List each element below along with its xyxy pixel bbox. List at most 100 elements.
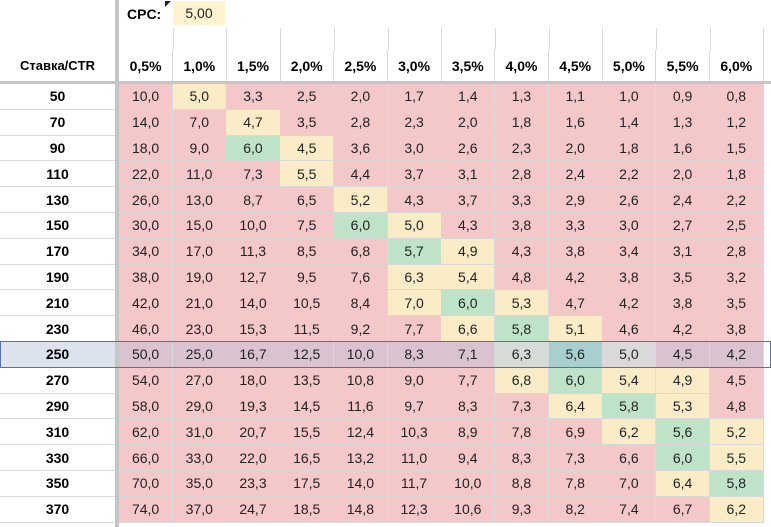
table-cell[interactable]: 6,0 [441, 290, 496, 317]
table-cell[interactable]: 1,8 [709, 161, 764, 188]
table-cell[interactable]: 4,3 [387, 187, 442, 213]
ctr-header-cell[interactable]: 0,5% [119, 50, 174, 82]
table-cell[interactable]: 2,5 [709, 213, 764, 239]
table-cell[interactable]: 3,4 [602, 238, 657, 265]
ctr-header-cell[interactable]: 4,0% [494, 50, 550, 82]
table-cell[interactable]: 15,3 [226, 316, 281, 342]
table-cell[interactable]: 7,5 [280, 213, 335, 239]
table-cell[interactable]: 8,7 [226, 187, 281, 213]
table-cell[interactable]: 5,4 [441, 264, 496, 291]
table-cell[interactable]: 4,2 [548, 264, 603, 291]
table-cell[interactable]: 14,5 [280, 393, 335, 420]
table-cell[interactable]: 5,3 [494, 290, 550, 317]
table-cell[interactable]: 2,0 [333, 84, 388, 110]
table-cell[interactable]: 3,8 [602, 264, 657, 291]
table-cell[interactable]: 6,8 [333, 238, 388, 265]
table-cell[interactable]: 3,0 [602, 213, 657, 239]
bid-row-label[interactable]: 330 [0, 445, 116, 471]
table-cell[interactable]: 10,5 [280, 290, 335, 317]
table-cell[interactable]: 3,3 [548, 213, 603, 239]
table-cell[interactable]: 54,0 [119, 367, 174, 394]
ctr-header-cell[interactable]: 2,0% [280, 50, 335, 82]
table-cell[interactable]: 5,0 [172, 84, 227, 110]
table-cell[interactable]: 5,6 [548, 342, 603, 368]
ctr-header-cell[interactable]: 5,0% [602, 50, 657, 82]
ctr-header-cell[interactable]: 2,5% [333, 50, 388, 82]
table-cell[interactable]: 8,8 [494, 471, 550, 497]
table-cell[interactable]: 10,3 [387, 419, 442, 446]
table-cell[interactable]: 4,9 [441, 238, 496, 265]
table-cell[interactable]: 8,3 [494, 445, 550, 471]
table-cell[interactable]: 6,6 [602, 445, 657, 471]
table-cell[interactable]: 10,0 [226, 213, 281, 239]
table-cell[interactable]: 8,4 [333, 290, 388, 317]
table-cell[interactable]: 4,3 [441, 213, 496, 239]
table-cell[interactable]: 4,7 [226, 109, 281, 136]
table-cell[interactable]: 4,9 [656, 367, 711, 394]
table-cell[interactable]: 2,0 [656, 161, 711, 188]
ctr-header-cell[interactable]: 5,5% [656, 50, 711, 82]
table-cell[interactable]: 4,8 [494, 264, 550, 291]
table-cell[interactable]: 4,2 [656, 316, 711, 342]
table-cell[interactable]: 17,5 [280, 471, 335, 497]
table-cell[interactable]: 3,1 [656, 238, 711, 265]
ctr-header-cell[interactable]: 3,5% [441, 50, 496, 82]
table-cell[interactable]: 1,6 [656, 135, 711, 162]
table-cell[interactable]: 15,0 [172, 213, 227, 239]
table-cell[interactable]: 9,5 [280, 264, 335, 291]
table-cell[interactable]: 0,9 [656, 84, 711, 110]
table-cell[interactable]: 2,8 [494, 161, 550, 188]
table-cell[interactable]: 4,5 [656, 342, 711, 368]
bid-row-label[interactable]: 130 [0, 187, 116, 213]
table-cell[interactable]: 10,0 [333, 342, 388, 368]
table-cell[interactable]: 25,0 [172, 342, 227, 368]
table-cell[interactable]: 7,1 [441, 342, 496, 368]
bid-row-label[interactable]: 270 [0, 367, 116, 394]
cpc-input-cell[interactable]: 5,00 [173, 1, 225, 25]
table-cell[interactable]: 5,4 [602, 367, 657, 394]
bid-row-label[interactable]: 190 [0, 264, 116, 291]
table-cell[interactable]: 5,1 [548, 316, 603, 342]
table-cell[interactable]: 10,6 [441, 496, 496, 523]
ctr-header-cell[interactable]: 1,5% [226, 50, 281, 82]
table-cell[interactable]: 22,0 [226, 445, 281, 471]
table-cell[interactable]: 34,0 [119, 238, 174, 265]
table-cell[interactable]: 15,5 [280, 419, 335, 446]
table-cell[interactable]: 58,0 [119, 393, 174, 420]
table-cell[interactable]: 7,3 [548, 445, 603, 471]
table-cell[interactable]: 8,3 [387, 342, 442, 368]
table-cell[interactable]: 8,2 [548, 496, 603, 523]
table-cell[interactable]: 1,5 [709, 135, 764, 162]
bid-row-label[interactable]: 70 [0, 109, 116, 136]
table-cell[interactable]: 13,5 [280, 367, 335, 394]
table-cell[interactable]: 29,0 [172, 393, 227, 420]
table-cell[interactable]: 13,0 [172, 187, 227, 213]
table-cell[interactable]: 5,2 [709, 419, 764, 446]
table-cell[interactable]: 9,4 [441, 445, 496, 471]
table-cell[interactable]: 24,7 [226, 496, 281, 523]
table-cell[interactable]: 3,8 [709, 316, 764, 342]
ctr-header-cell[interactable]: 1,0% [172, 50, 227, 82]
table-cell[interactable]: 16,7 [226, 342, 281, 368]
table-cell[interactable]: 19,0 [172, 264, 227, 291]
table-cell[interactable]: 9,0 [387, 367, 442, 394]
table-cell[interactable]: 5,7 [387, 238, 442, 265]
table-cell[interactable]: 2,3 [494, 135, 550, 162]
table-cell[interactable]: 2,0 [441, 109, 496, 136]
table-cell[interactable]: 4,5 [709, 367, 764, 394]
table-cell[interactable]: 4,2 [709, 342, 764, 368]
table-cell[interactable]: 2,5 [280, 84, 335, 110]
table-cell[interactable]: 38,0 [119, 264, 174, 291]
table-cell[interactable]: 5,0 [602, 342, 657, 368]
table-cell[interactable]: 6,2 [602, 419, 657, 446]
table-cell[interactable]: 6,0 [226, 135, 281, 162]
table-cell[interactable]: 11,5 [280, 316, 335, 342]
table-cell[interactable]: 6,0 [548, 367, 603, 394]
bid-row-label[interactable]: 230 [0, 316, 116, 342]
table-cell[interactable]: 4,6 [602, 316, 657, 342]
table-cell[interactable]: 4,4 [333, 161, 388, 188]
table-cell[interactable]: 5,8 [602, 393, 657, 420]
table-cell[interactable]: 6,3 [494, 342, 550, 368]
table-cell[interactable]: 27,0 [172, 367, 227, 394]
table-cell[interactable]: 14,8 [333, 496, 388, 523]
